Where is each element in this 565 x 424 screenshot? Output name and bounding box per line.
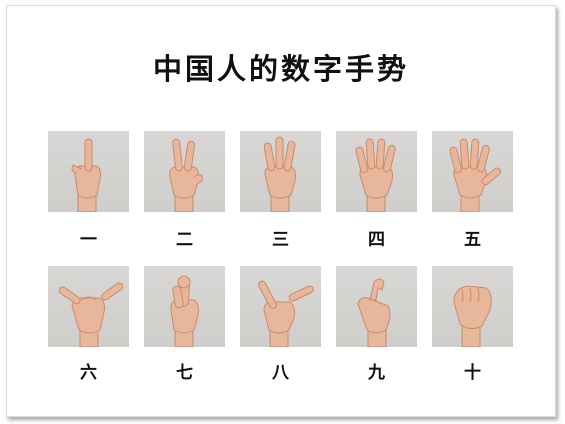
number-label: 一 — [80, 230, 97, 250]
number-label: 七 — [176, 363, 193, 383]
number-label: 五 — [464, 230, 481, 250]
number-label: 四 — [368, 230, 385, 250]
number-label: 八 — [272, 363, 289, 383]
ten-fist-gesture-icon — [432, 266, 513, 347]
nine-gesture-icon — [336, 266, 417, 347]
three-fingers-gesture-icon — [240, 131, 321, 212]
figure-card: 中国人的数字手势 — [6, 5, 556, 417]
page-title: 中国人的数字手势 — [152, 52, 409, 86]
six-gesture-icon — [48, 266, 129, 347]
number-label: 六 — [80, 363, 97, 383]
one-finger-gesture-icon — [48, 131, 129, 212]
two-fingers-gesture-icon — [144, 131, 225, 212]
number-label: 二 — [176, 230, 193, 250]
number-label: 三 — [272, 230, 289, 250]
four-fingers-gesture-icon — [336, 131, 417, 212]
eight-gesture-icon — [240, 266, 321, 347]
number-label: 十 — [464, 363, 481, 383]
five-fingers-gesture-icon — [432, 131, 513, 212]
seven-gesture-icon — [144, 266, 225, 347]
number-label: 九 — [368, 363, 385, 383]
